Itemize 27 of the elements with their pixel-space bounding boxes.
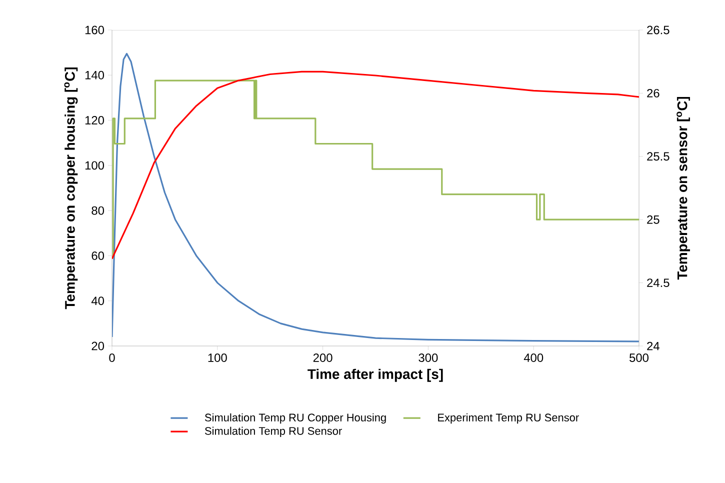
x-tick-label: 200 <box>313 354 332 362</box>
y-tick-label: 80 <box>92 206 104 215</box>
y-tick-label: 120 <box>85 116 104 125</box>
x-axis-title: Time after impact [s] <box>308 368 443 382</box>
y-tick-label: 40 <box>91 296 104 306</box>
y2-tick-label: 25.5 <box>647 152 670 161</box>
x-tick-label: 100 <box>208 354 227 362</box>
line-series <box>112 52 639 342</box>
y2-tick-label: 26 <box>647 88 660 98</box>
y-axis-title: Temperature on copper housing [$^{o}$C] <box>64 68 78 310</box>
y2-tick-label: 25 <box>647 215 660 224</box>
y-tick-label: 100 <box>85 161 104 170</box>
y2-axis-title: Temperature on sensor [$^{o}$C] <box>676 96 690 280</box>
x-tick-label: 0 <box>109 354 115 362</box>
legend-label: Simulation Temp RU Sensor <box>204 426 342 438</box>
x-tick-label: 500 <box>630 354 649 362</box>
y-tick-label: 140 <box>85 70 104 80</box>
y-tick-label: 20 <box>92 342 104 350</box>
x-tick-label: 400 <box>524 354 544 362</box>
y2-tick-label: 24 <box>647 342 660 350</box>
y2-tick-label: 24.5 <box>647 278 670 288</box>
y-tick-label: 60 <box>92 251 104 260</box>
x-tick-label: 300 <box>418 354 438 362</box>
legend-label: Experiment Temp RU Sensor <box>438 413 579 424</box>
legend-label: Simulation Temp RU Copper Housing <box>204 413 386 424</box>
y-tick-label: 160 <box>85 26 104 34</box>
y2-tick-label: 26.5 <box>647 26 670 34</box>
